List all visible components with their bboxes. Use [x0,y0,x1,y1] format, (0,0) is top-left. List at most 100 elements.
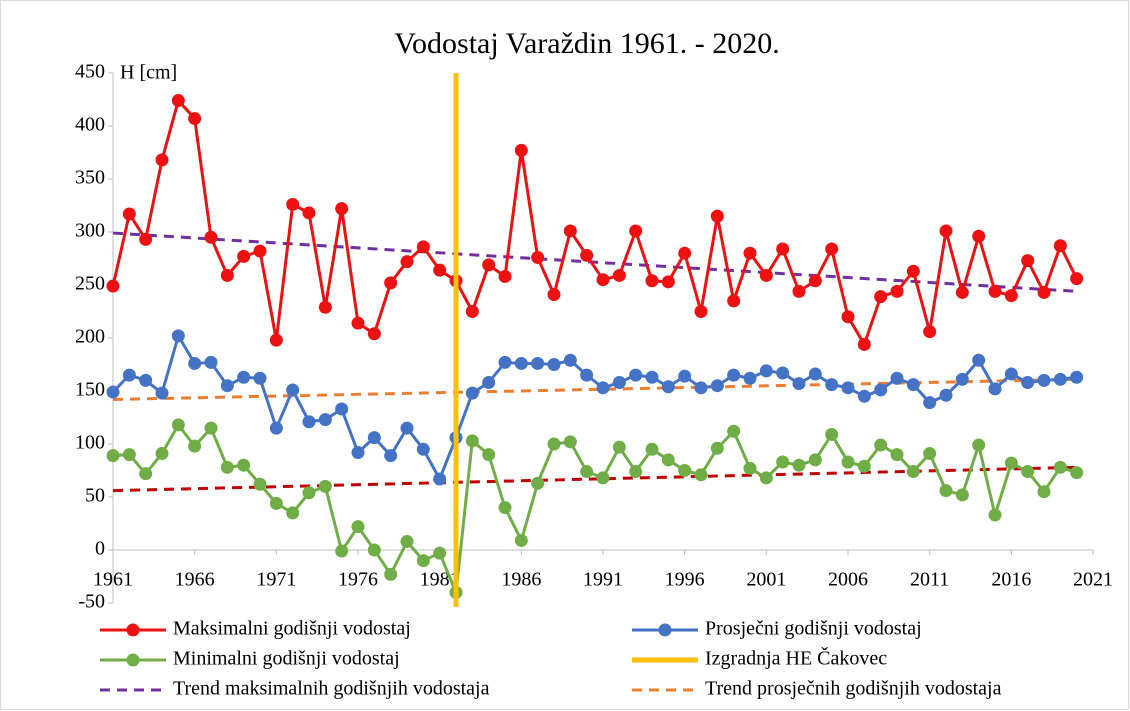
data-point [269,333,283,347]
legend-label: Trend prosječnih godišnjih vodostaja [705,678,1002,700]
data-point [1037,485,1051,499]
data-point [367,431,381,445]
data-point [237,249,251,263]
data-point [204,421,218,435]
data-point [318,413,332,427]
data-point [841,381,855,395]
x-tick-label: 2006 [828,569,868,591]
x-tick-label: 2016 [991,569,1031,591]
data-point [939,484,953,498]
data-point [776,366,790,380]
data-point [188,439,202,453]
data-point [106,279,120,293]
data-point [841,455,855,469]
data-point [743,246,757,260]
data-point [580,368,594,382]
data-point [514,143,528,157]
data-point [939,224,953,238]
data-point [318,300,332,314]
data-point [841,310,855,324]
data-point [890,284,904,298]
x-tick-label: 2011 [910,569,949,591]
data-point [906,465,920,479]
data-point [776,242,790,256]
data-point [580,248,594,262]
data-point [612,268,626,282]
data-point [384,449,398,463]
legend-marker [126,623,140,637]
data-point [563,224,577,238]
data-point [694,305,708,318]
data-point [825,378,839,392]
data-point [776,455,790,469]
data-point [531,476,545,490]
data-point [155,447,169,461]
data-point [1037,285,1051,299]
data-point [661,453,675,467]
data-point [465,386,479,400]
x-tick-label: 1961 [93,569,133,591]
x-tick-label: 1996 [665,569,705,591]
data-point [498,355,512,369]
data-point [253,477,267,491]
data-point [808,453,822,467]
data-point [335,544,349,558]
data-point [367,543,381,557]
data-point [678,369,692,383]
data-point [547,358,561,371]
data-point [906,378,920,392]
data-point [792,377,806,391]
data-point [514,356,528,370]
data-point [482,258,496,272]
y-tick-label: 300 [75,220,105,242]
x-tick-label: 1966 [175,569,215,591]
x-tick-label: 1986 [501,569,541,591]
data-point [1004,289,1018,303]
y-tick-label: 450 [75,61,105,83]
data-point [857,337,871,351]
data-point [286,197,300,211]
data-point [629,224,643,238]
x-tick-label: 1991 [583,569,623,591]
legend-label: Minimalni godišnji vodostaj [173,648,400,670]
data-point [743,461,757,475]
data-point [694,468,708,482]
data-point [188,112,202,126]
data-point [1021,376,1035,390]
data-point [857,389,871,403]
legend-label: Prosječni godišnji vodostaj [705,618,922,640]
data-point [792,284,806,298]
data-point [204,355,218,369]
data-point [416,240,430,254]
data-point [645,370,659,384]
data-point [955,285,969,299]
data-point [155,386,169,400]
data-point [106,385,120,399]
data-point [923,325,937,339]
data-point [563,353,577,367]
data-point [302,206,316,220]
data-point [400,255,414,269]
data-point [531,356,545,370]
data-point [727,424,741,438]
data-point [857,459,871,473]
data-point [171,94,185,108]
data-point [563,435,577,449]
data-point [547,437,561,451]
data-point [955,488,969,502]
data-point [482,448,496,462]
x-tick-label: 2021 [1073,569,1113,591]
y-tick-label: 50 [85,485,105,507]
data-point [661,380,675,394]
data-point [661,275,675,289]
data-point [874,290,888,304]
data-point [1037,373,1051,387]
data-point [351,520,365,534]
data-point [890,448,904,462]
data-point [808,367,822,381]
x-tick-label: 1971 [256,569,296,591]
data-point [1021,465,1035,479]
data-point [972,229,986,243]
data-point [171,329,185,343]
